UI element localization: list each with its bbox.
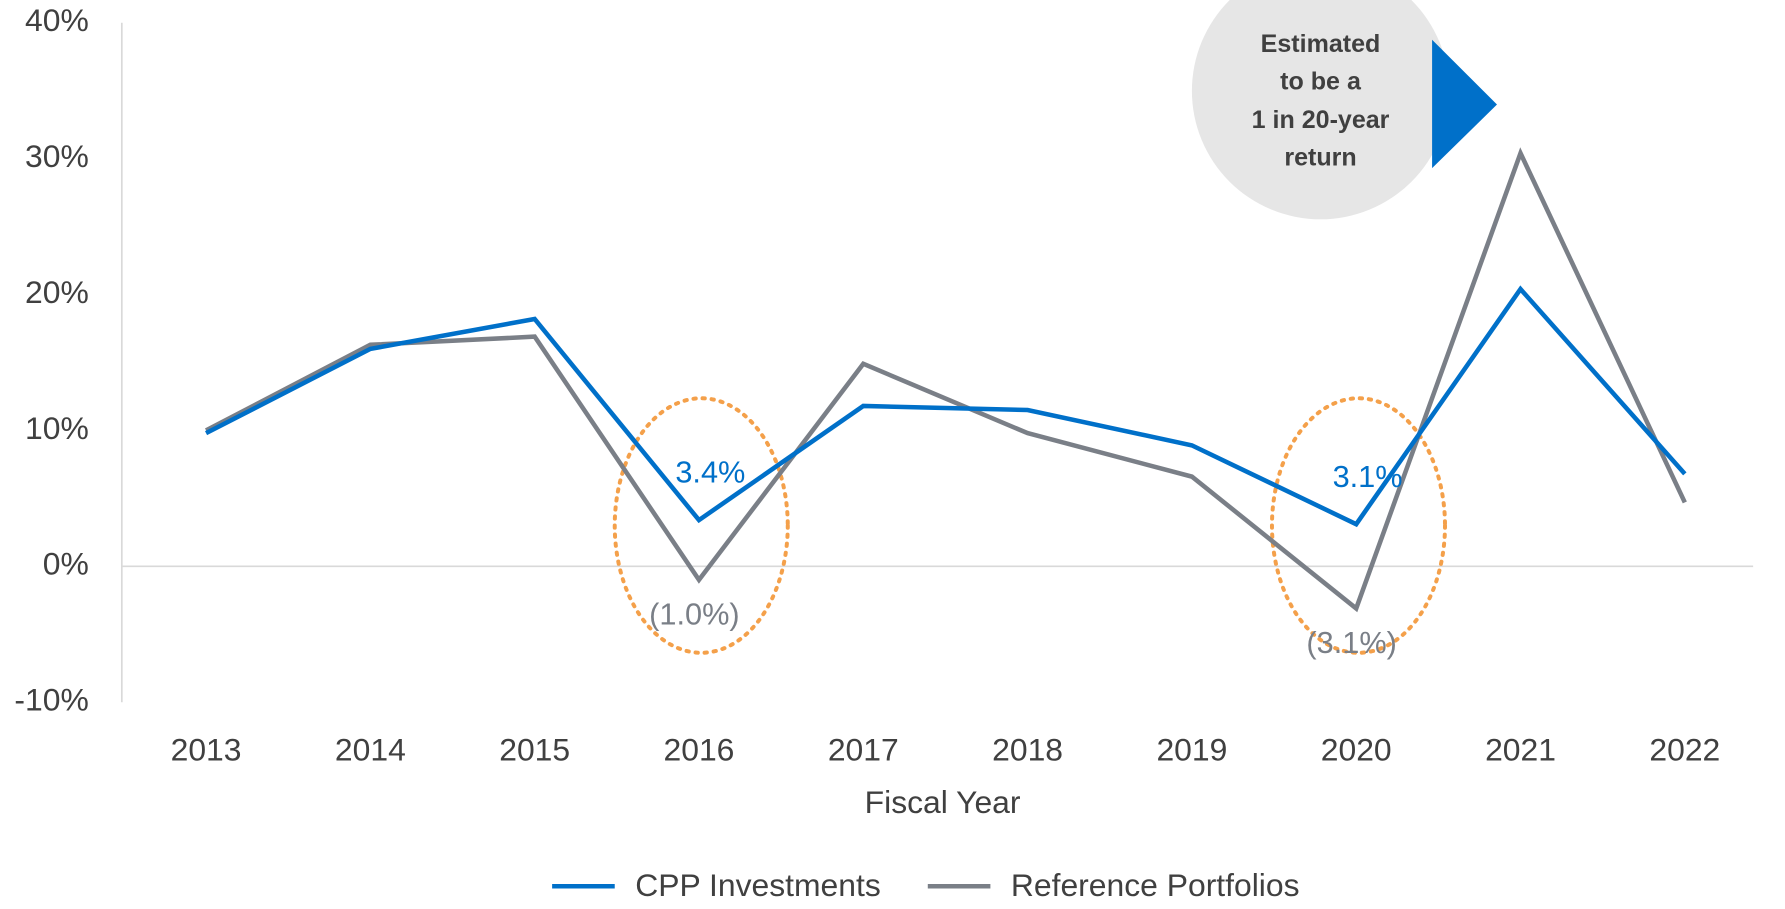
series-line bbox=[204, 147, 1687, 613]
annotation-text: Estimated bbox=[1261, 30, 1381, 58]
annotation-bubble bbox=[1191, 0, 1450, 220]
data-label: 3.4% bbox=[675, 455, 745, 490]
x-tick-label: 2015 bbox=[499, 732, 570, 768]
y-tick-label: 30% bbox=[25, 138, 89, 174]
x-tick-label: 2018 bbox=[992, 732, 1063, 768]
x-tick-label: 2014 bbox=[335, 732, 406, 768]
x-tick-label: 2016 bbox=[664, 732, 735, 768]
x-tick-label: 2022 bbox=[1649, 732, 1720, 768]
x-tick-label: 2020 bbox=[1321, 732, 1392, 768]
annotation-text: return bbox=[1284, 144, 1356, 172]
data-label: 3.1% bbox=[1333, 459, 1403, 494]
series-line bbox=[205, 285, 1687, 528]
y-tick-label: 0% bbox=[43, 546, 89, 582]
annotation-arrow bbox=[1432, 39, 1497, 169]
legend-label: Reference Portfolios bbox=[1011, 867, 1300, 903]
y-tick-label: 10% bbox=[25, 410, 89, 446]
x-tick-label: 2021 bbox=[1485, 732, 1556, 768]
x-tick-label: 2013 bbox=[171, 732, 242, 768]
highlight-ellipse bbox=[612, 396, 790, 655]
x-axis-label: Fiscal Year bbox=[865, 784, 1021, 820]
data-label: (1.0%) bbox=[649, 596, 739, 631]
annotation-text: 1 in 20-year bbox=[1252, 106, 1390, 134]
annotation-text: to be a bbox=[1280, 68, 1362, 96]
data-label: (3.1%) bbox=[1306, 625, 1396, 660]
x-tick-label: 2017 bbox=[828, 732, 899, 768]
x-tick-label: 2019 bbox=[1156, 732, 1227, 768]
highlight-ellipse bbox=[1269, 396, 1447, 655]
legend-label: CPP Investments bbox=[635, 867, 881, 903]
y-tick-label: 20% bbox=[25, 274, 89, 310]
y-tick-label: 40% bbox=[25, 2, 89, 38]
y-tick-label: -10% bbox=[14, 682, 88, 718]
